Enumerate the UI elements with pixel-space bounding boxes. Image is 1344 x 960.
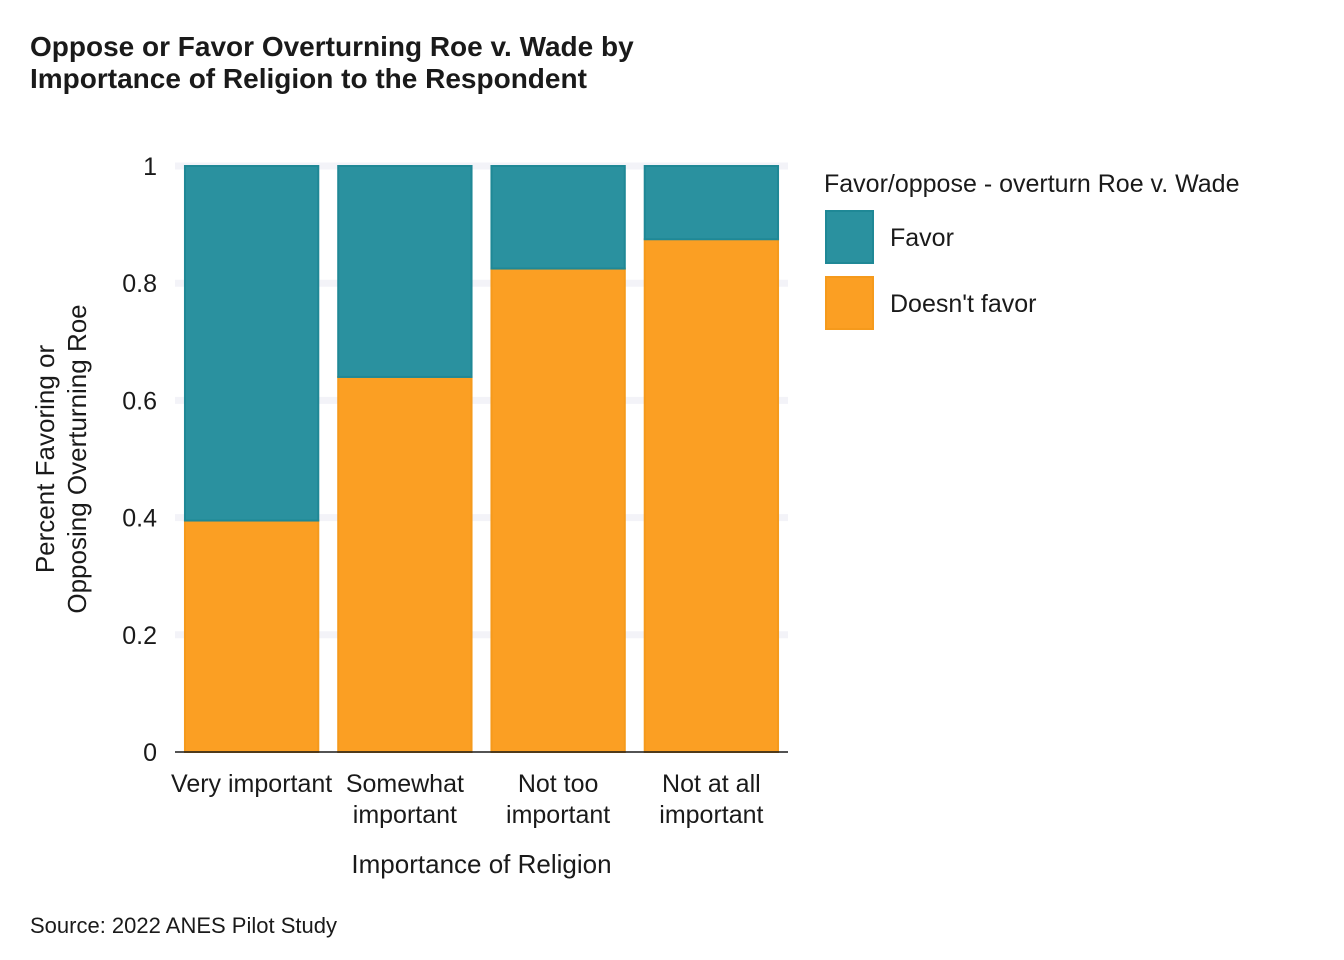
y-tick-label: 0.6 [122,387,157,415]
caption: Source: 2022 ANES Pilot Study [30,913,337,938]
y-tick-label: 0.4 [122,505,157,533]
bar-doesnt-favor [183,519,320,754]
legend: Favor/oppose - overturn Roe v. Wade Favor… [824,170,1239,330]
y-tick-label: 0.2 [122,622,157,650]
x-tick-label: Very important [171,770,332,798]
y-axis-title-line: Percent Favoring or [30,344,60,573]
y-tick-label: 0 [143,739,157,767]
chart-title-line: Oppose or Favor Overturning Roe v. Wade … [30,31,634,62]
legend-swatch [825,210,874,264]
chart-title: Oppose or Favor Overturning Roe v. Wade … [30,31,634,94]
bar-doesnt-favor [337,375,473,753]
bar-favor [643,165,780,241]
bars [183,165,780,754]
x-axis-title: Importance of Religion [351,849,611,879]
x-tick-label: Not at all important [659,770,763,829]
legend-label: Doesn't favor [890,290,1037,318]
y-tick-label: 0.8 [122,270,157,298]
legend-title: Favor/oppose - overturn Roe v. Wade [824,170,1239,198]
chart-caption: Source: 2022 ANES Pilot Study [30,913,337,938]
x-tick-label: Not too important [506,770,610,829]
bar-favor [490,165,626,270]
bar-favor [337,165,473,378]
y-axis-title-line: Opposing Overturning Roe [62,304,92,613]
y-tick-label: 1 [143,153,157,181]
legend-label: Favor [890,224,954,252]
bar-doesnt-favor [643,238,780,753]
chart-title-line: Importance of Religion to the Respondent [30,63,587,94]
bar-doesnt-favor [490,267,626,753]
x-tick-label: Somewhat important [346,770,464,829]
legend-swatch [825,276,874,330]
bar-favor [183,165,320,522]
axes: 0 0.2 0.4 0.6 0.8 1 Very important Somewhat impo… [30,153,788,879]
